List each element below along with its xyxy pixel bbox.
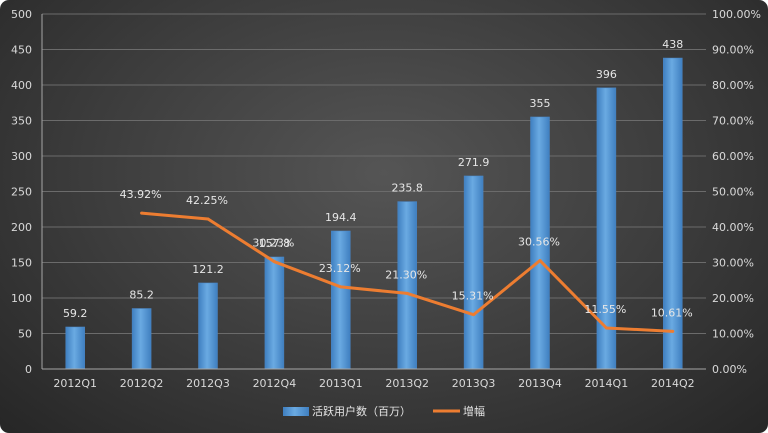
x-axis-tick-label: 2013Q4 (518, 377, 562, 390)
bar-data-label: 85.2 (129, 289, 154, 302)
bar-data-label: 121.2 (192, 263, 224, 276)
bar (198, 282, 218, 370)
x-axis-tick-label: 2014Q1 (585, 377, 629, 390)
x-axis-tick-label: 2013Q2 (385, 377, 429, 390)
y2-axis-tick-label: 90.00% (712, 44, 754, 57)
line-point (206, 217, 210, 221)
x-axis-tick-label: 2012Q3 (186, 377, 230, 390)
bar (397, 201, 417, 370)
y-axis-tick-label: 250 (11, 186, 32, 199)
x-axis-tick-label: 2013Q3 (452, 377, 496, 390)
y-axis-tick-label: 150 (11, 257, 32, 270)
x-axis-tick-label: 2013Q1 (319, 377, 363, 390)
bar-data-label: 59.2 (63, 307, 88, 320)
bar-data-label: 396 (596, 68, 617, 81)
line-data-label: 43.92% (120, 188, 162, 201)
y-axis-tick-label: 400 (11, 79, 32, 92)
legend-bar-label: 活跃用户数（百万） (312, 404, 411, 418)
bar (65, 326, 85, 370)
bar-data-label: 235.8 (391, 182, 423, 195)
bar-data-label: 438 (662, 38, 683, 51)
legend-line-label: 增幅 (463, 404, 485, 418)
line-point (140, 211, 144, 215)
x-axis-tick-label: 2012Q4 (253, 377, 297, 390)
line-data-label: 42.25% (186, 194, 228, 207)
x-axis-tick-label: 2012Q1 (53, 377, 97, 390)
line-point (472, 313, 476, 317)
y2-axis-tick-label: 10.00% (712, 328, 754, 341)
line-point (671, 329, 675, 333)
bar (131, 308, 152, 370)
y2-axis-tick-label: 0.00% (712, 363, 747, 376)
y2-axis-tick-label: 40.00% (712, 221, 754, 234)
line-data-label: 11.55% (584, 303, 626, 316)
line-data-label: 21.30% (385, 268, 427, 281)
y-axis-tick-label: 350 (11, 115, 32, 128)
y2-axis-tick-label: 100.00% (712, 8, 761, 21)
bar-data-label: 157.8 (259, 237, 291, 250)
line-data-label: 23.12% (319, 262, 361, 275)
line-point (405, 291, 409, 295)
y-axis-tick-label: 200 (11, 221, 32, 234)
line-point (339, 285, 343, 289)
y-axis-tick-label: 50 (18, 328, 32, 341)
bar (463, 175, 484, 370)
line-data-label: 30.23% (252, 237, 294, 250)
y-axis-tick-label: 300 (11, 150, 32, 163)
x-axis-tick-label: 2012Q2 (120, 377, 164, 390)
legend-bar-swatch (283, 407, 309, 416)
y2-axis-tick-label: 70.00% (712, 115, 754, 128)
y2-axis-tick-label: 50.00% (712, 186, 754, 199)
bar (264, 256, 285, 370)
line-point (604, 326, 608, 330)
line-point (272, 260, 276, 264)
line-data-label: 15.31% (452, 290, 494, 303)
bar (663, 57, 683, 370)
bar-data-label: 194.4 (325, 211, 357, 224)
bar-data-label: 355 (530, 97, 551, 110)
y2-axis-tick-label: 80.00% (712, 79, 754, 92)
line-point (538, 259, 542, 263)
x-axis-tick-label: 2014Q2 (651, 377, 695, 390)
bar (331, 230, 351, 370)
y-axis-tick-label: 100 (11, 292, 32, 305)
line-data-label: 10.61% (651, 306, 693, 319)
line-data-label: 30.56% (518, 236, 560, 249)
bar-data-label: 271.9 (458, 156, 490, 169)
y2-axis-tick-label: 20.00% (712, 292, 754, 305)
legend: 活跃用户数（百万） 增幅 (283, 404, 485, 418)
y-axis-tick-label: 0 (25, 363, 32, 376)
y2-axis-tick-label: 60.00% (712, 150, 754, 163)
y2-axis-tick-label: 30.00% (712, 257, 754, 270)
y-axis-tick-label: 500 (11, 8, 32, 21)
y-axis-tick-label: 450 (11, 44, 32, 57)
